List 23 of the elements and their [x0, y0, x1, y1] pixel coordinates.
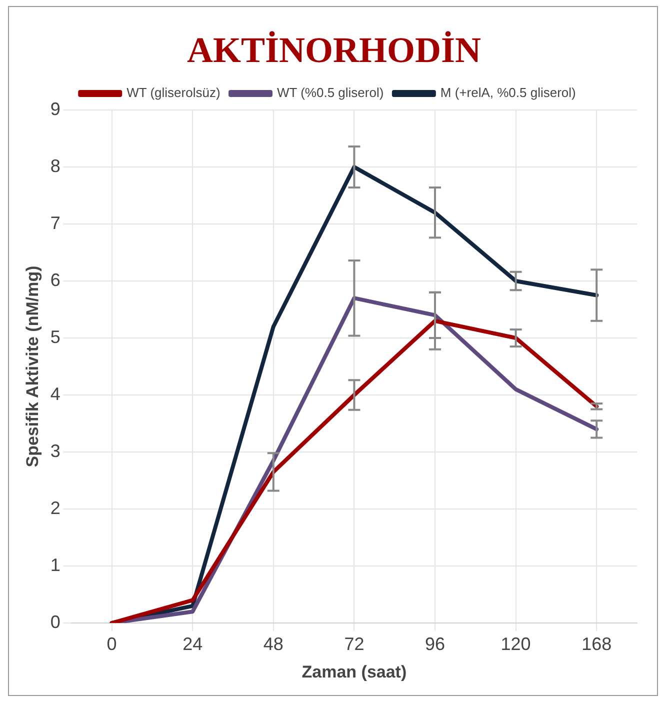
- x-tick-label: 96: [424, 634, 446, 654]
- y-axis-title: Spesifik Aktivite (nM/mg): [22, 266, 42, 468]
- y-tick-label: 6: [50, 270, 60, 290]
- y-tick-label: 9: [50, 98, 60, 119]
- y-tick-label: 8: [50, 156, 60, 176]
- y-tick-label: 7: [50, 212, 60, 233]
- x-axis-title: Zaman (saat): [302, 662, 407, 682]
- x-tick-label: 72: [344, 634, 364, 654]
- x-tick-label: 168: [582, 634, 612, 654]
- legend-label: WT (%0.5 gliserol): [277, 85, 384, 100]
- chart-title: AKTİNORHODİN: [186, 29, 482, 71]
- y-tick-label: 3: [50, 440, 60, 461]
- x-tick-label: 120: [500, 634, 531, 654]
- legend-label: WT (gliserolsüz): [126, 85, 220, 100]
- x-tick-label: 48: [263, 634, 284, 654]
- y-tick-label: 1: [50, 554, 60, 575]
- y-tick-label: 2: [50, 498, 60, 518]
- x-tick-label: 24: [182, 634, 203, 654]
- y-tick-label: 5: [50, 326, 60, 347]
- x-tick-label: 0: [106, 634, 117, 654]
- legend-label: M (+relA, %0.5 gliserol): [440, 85, 576, 100]
- y-tick-label: 0: [50, 612, 60, 632]
- y-tick-label: 4: [50, 384, 60, 404]
